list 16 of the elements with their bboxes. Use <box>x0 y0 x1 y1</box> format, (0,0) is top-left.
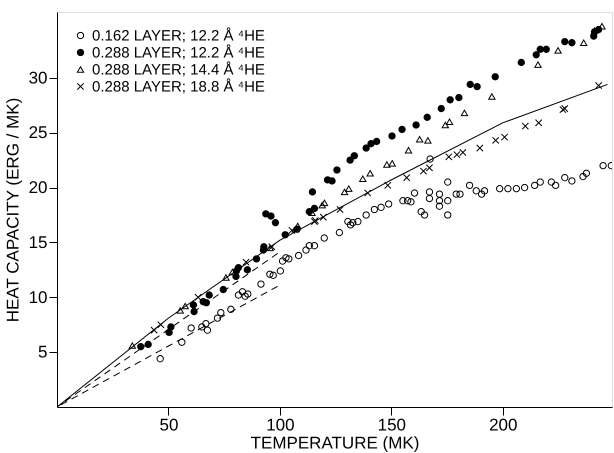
y-tick-label: 10 <box>28 288 48 307</box>
y-tick-label: 20 <box>28 178 48 198</box>
x-tick-label: 50 <box>159 416 178 434</box>
y-tick-label: 25 <box>28 123 48 142</box>
x-tick-label: 150 <box>378 416 406 434</box>
legend-label: 0.288 LAYER; 12.2 Å ⁴HE <box>92 44 265 62</box>
x-tick-label: 100 <box>266 416 295 434</box>
x-tick-label: 200 <box>489 416 518 434</box>
x-axis-title: TEMPERATURE (MK) <box>250 434 420 452</box>
legend-label: 0.288 LAYER; 14.4 Å ⁴HE <box>92 60 265 78</box>
legend-label: 0.288 LAYER; 18.8 Å ⁴HE <box>92 78 265 96</box>
y-tick-label: 30 <box>28 68 48 88</box>
y-tick-label: 5 <box>38 342 48 362</box>
y-axis-title: HEAT CAPACITY (ERG / MK) <box>4 98 23 322</box>
legend-label: 0.162 LAYER; 12.2 Å ⁴HE <box>92 26 265 44</box>
y-tick-label: 15 <box>28 232 48 252</box>
